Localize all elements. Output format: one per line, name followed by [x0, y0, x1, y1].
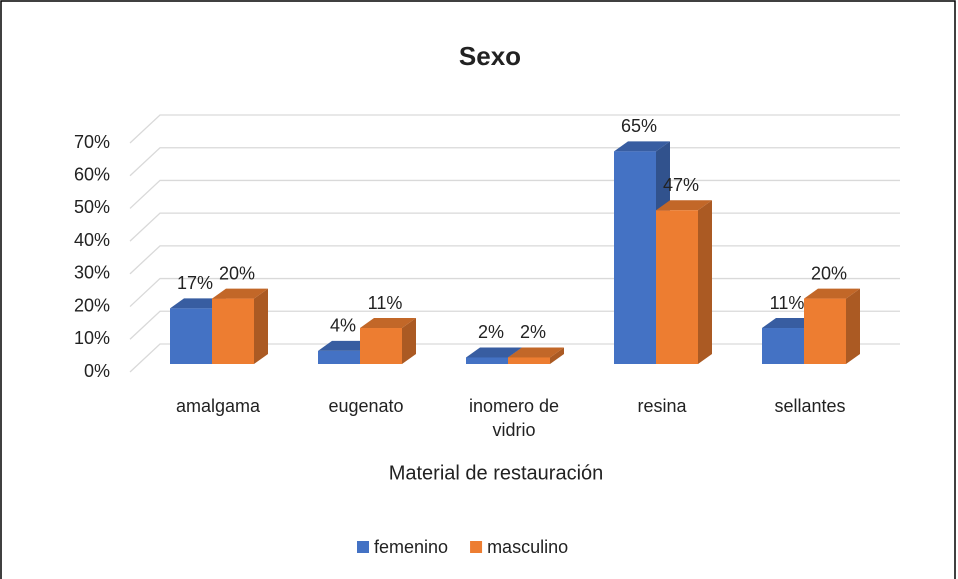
- bar-front: [804, 298, 846, 364]
- bar-side: [550, 347, 564, 364]
- bar-side: [846, 288, 860, 364]
- bar-top: [360, 318, 416, 329]
- grid-line: [129, 147, 900, 177]
- bar-top: [212, 288, 268, 299]
- bar-front: [318, 350, 360, 364]
- y-tick-label: 30%: [74, 263, 110, 283]
- data-label: 20%: [811, 263, 847, 283]
- x-tick-label: inomero de vidrio: [468, 396, 560, 440]
- bar-top: [656, 200, 712, 211]
- legend-label: femenino: [374, 537, 448, 557]
- data-label: 65%: [621, 116, 657, 136]
- y-tick-label: 20%: [74, 295, 110, 315]
- bar-top: [508, 347, 564, 358]
- y-tick-label: 0%: [84, 361, 110, 381]
- data-label: 11%: [770, 293, 805, 313]
- data-label: 20%: [219, 263, 255, 283]
- bar: [508, 347, 564, 364]
- x-axis-title: Material de restauración: [389, 462, 604, 484]
- legend-swatch: [470, 541, 483, 553]
- bar-front: [656, 210, 698, 364]
- chart-title: Sexo: [459, 41, 521, 71]
- bar-front: [170, 308, 212, 364]
- bar-side: [402, 318, 416, 364]
- legend-swatch: [357, 541, 369, 553]
- data-label: 17%: [177, 273, 213, 293]
- data-label: 47%: [663, 175, 699, 195]
- grid-line: [129, 212, 900, 242]
- bar-top: [804, 288, 860, 299]
- y-tick-label: 50%: [74, 197, 110, 217]
- y-tick-label: 60%: [74, 164, 110, 184]
- bar-front: [508, 357, 550, 364]
- data-label: 2%: [520, 322, 546, 342]
- bar-side: [254, 288, 268, 364]
- x-tick-label: resina: [637, 396, 687, 416]
- data-label: 4%: [330, 316, 356, 336]
- bar: [360, 318, 416, 364]
- grid-line: [129, 114, 900, 144]
- bar: [656, 200, 712, 364]
- legend-label: masculino: [487, 537, 568, 557]
- bar-top: [614, 141, 670, 152]
- x-tick-label: sellantes: [774, 396, 846, 416]
- data-label: 2%: [478, 322, 504, 342]
- bar-front: [614, 151, 656, 364]
- x-tick-label: eugenato: [328, 396, 404, 416]
- bar: [212, 288, 268, 364]
- bar-top: [466, 347, 522, 358]
- bar-front: [360, 328, 402, 364]
- bar-front: [762, 328, 804, 364]
- data-label: 11%: [368, 293, 403, 313]
- y-tick-label: 10%: [74, 328, 110, 348]
- x-tick-label: amalgama: [175, 396, 261, 416]
- bar-front: [212, 298, 254, 364]
- y-tick-label: 40%: [74, 230, 110, 250]
- grid-line: [129, 179, 900, 209]
- bar-front: [466, 357, 508, 364]
- bar-side: [698, 200, 712, 364]
- bar: [804, 288, 860, 364]
- y-tick-label: 70%: [74, 132, 110, 152]
